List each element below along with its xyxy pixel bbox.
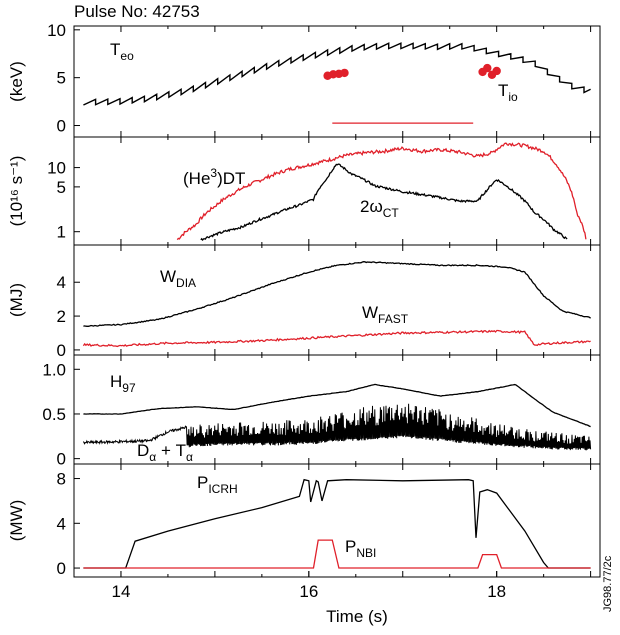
y-tick-label: 8 — [57, 470, 66, 489]
y-tick-label: 0 — [57, 559, 66, 578]
series-label--he3-dt: (He3)DT — [183, 166, 245, 188]
y-tick-label: 0 — [57, 450, 66, 469]
panel-frame — [73, 244, 601, 356]
figure-code: JG98.77/2c — [602, 555, 614, 612]
series-line-picrh — [83, 478, 591, 569]
y-tick-label: 10 — [47, 159, 66, 178]
y-tick-label: 1 — [57, 223, 66, 242]
y-tick-label: 0 — [57, 341, 66, 360]
data-point-tio — [483, 63, 492, 73]
y-tick-label: 5 — [57, 69, 66, 88]
x-tick-label-18: 18 — [487, 582, 506, 601]
series-label-h97: H97 — [110, 372, 136, 395]
series-label-teo: Teo — [110, 40, 134, 63]
x-axis-label: Time (s) — [326, 607, 388, 626]
y-axis-label-power: (MW) — [7, 500, 26, 542]
y-axis-label-temperature: (keV) — [7, 61, 26, 102]
data-point-tio — [492, 66, 501, 76]
series-line-2-ct — [200, 163, 568, 242]
y-tick-label: 5 — [57, 178, 66, 197]
y-tick-label: 0 — [57, 117, 66, 136]
series-label-pnbi: PNBI — [345, 537, 376, 560]
y-axis-label-energy: (MJ) — [7, 283, 26, 317]
series-line-wdia — [83, 261, 591, 327]
y-tick-label: 4 — [57, 514, 66, 533]
series-label-2-ct: 2ωCT — [360, 197, 399, 220]
y-axis-label-neutrons: (10¹⁶ s⁻¹) — [7, 156, 26, 227]
series-line-d-t- — [82, 403, 592, 451]
series-line-pnbi — [83, 539, 591, 569]
panel-frame — [73, 136, 601, 246]
series-label-wdia: WDIA — [160, 267, 196, 290]
y-tick-label: 1.0 — [42, 360, 66, 379]
x-tick-label-16: 16 — [299, 582, 318, 601]
panel-frame — [73, 463, 601, 578]
series-label-d-t-: Dα + Tα — [137, 441, 193, 464]
panel-energy: 4 2 0 (MJ) WDIA WFAST — [7, 244, 601, 360]
panel-neutrons: 105 1 (10¹⁶ s⁻¹) (He3)DT 2ωCT — [7, 136, 601, 246]
series-line-wfast — [82, 329, 591, 348]
series-label-wfast: WFAST — [362, 303, 409, 326]
y-tick-label: 10 — [47, 21, 66, 40]
panel-temperature: 10 5 0 (keV) Teo Tio — [7, 21, 601, 138]
series-line--he3-dt — [176, 142, 587, 241]
series-label-tio: Tio — [498, 81, 518, 104]
y-tick-label: 0.5 — [42, 405, 66, 424]
y-tick-label: 2 — [57, 307, 66, 326]
series-line-teo — [83, 42, 591, 106]
panel-power: 8 4 0 (MW) PICRH PNBI — [7, 463, 601, 578]
panel-confinement: 1.0 0.5 0 H97 Dα + Tα — [42, 354, 601, 469]
x-tick-label-14: 14 — [112, 582, 131, 601]
panel-frame — [73, 25, 601, 138]
chart-title: Pulse No: 42753 — [74, 2, 200, 21]
series-line-h97 — [83, 383, 591, 428]
series-label-picrh: PICRH — [197, 473, 238, 496]
y-tick-label: 4 — [57, 273, 66, 292]
data-point-tio — [340, 68, 349, 78]
